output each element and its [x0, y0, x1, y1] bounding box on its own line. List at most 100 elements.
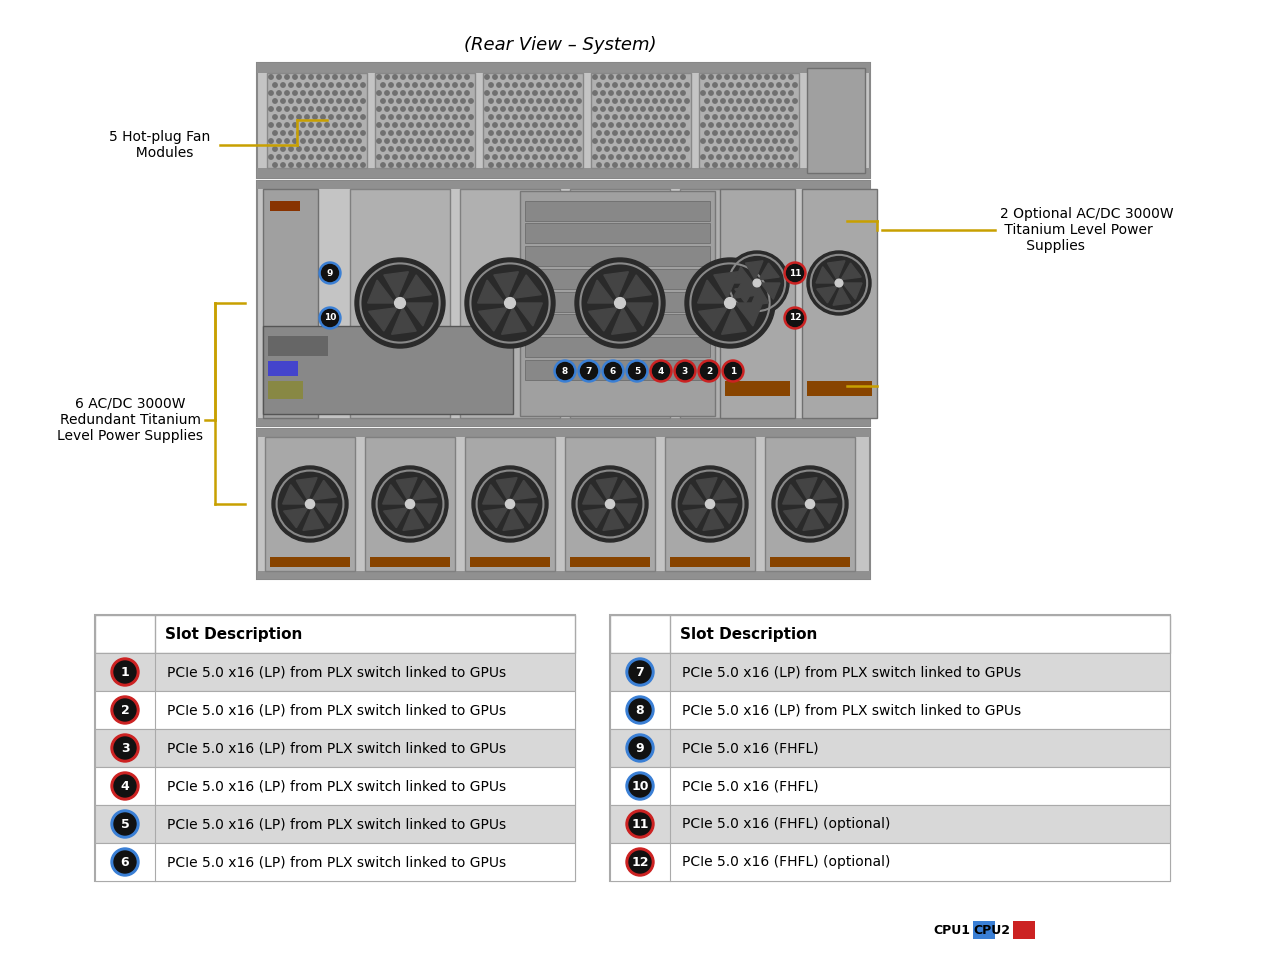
- Circle shape: [445, 163, 449, 167]
- Circle shape: [525, 75, 529, 80]
- Circle shape: [728, 83, 733, 87]
- Circle shape: [769, 163, 773, 167]
- Circle shape: [525, 107, 529, 111]
- Circle shape: [425, 155, 429, 159]
- Polygon shape: [714, 272, 739, 299]
- Circle shape: [741, 107, 745, 111]
- Polygon shape: [733, 267, 753, 283]
- Circle shape: [293, 75, 297, 80]
- Circle shape: [529, 131, 534, 135]
- Circle shape: [628, 83, 634, 87]
- Circle shape: [609, 155, 613, 159]
- Circle shape: [677, 131, 681, 135]
- Bar: [611, 653, 1170, 691]
- Circle shape: [389, 115, 393, 119]
- Circle shape: [397, 131, 401, 135]
- Bar: [265, 437, 355, 571]
- Circle shape: [773, 75, 777, 80]
- Circle shape: [557, 155, 561, 159]
- Circle shape: [632, 107, 637, 111]
- Circle shape: [773, 139, 777, 143]
- Circle shape: [449, 139, 453, 143]
- Circle shape: [397, 115, 401, 119]
- Circle shape: [605, 499, 614, 509]
- Circle shape: [756, 75, 762, 80]
- Bar: [591, 73, 691, 168]
- Circle shape: [732, 155, 737, 159]
- Circle shape: [337, 163, 342, 167]
- Circle shape: [675, 360, 696, 382]
- Circle shape: [564, 107, 570, 111]
- Circle shape: [713, 131, 717, 135]
- Circle shape: [626, 360, 648, 382]
- Circle shape: [361, 115, 365, 119]
- Circle shape: [461, 163, 465, 167]
- Circle shape: [769, 147, 773, 152]
- Bar: [262, 326, 513, 414]
- Circle shape: [540, 139, 545, 143]
- Polygon shape: [283, 485, 306, 504]
- Circle shape: [293, 107, 297, 111]
- Circle shape: [713, 147, 717, 152]
- Circle shape: [621, 99, 625, 104]
- Circle shape: [509, 155, 513, 159]
- Circle shape: [440, 139, 445, 143]
- Bar: [806, 381, 872, 396]
- Circle shape: [641, 75, 645, 80]
- Bar: [268, 381, 303, 399]
- Circle shape: [321, 163, 325, 167]
- Circle shape: [521, 115, 525, 119]
- Circle shape: [617, 75, 621, 80]
- Circle shape: [517, 91, 521, 95]
- Circle shape: [760, 83, 765, 87]
- Circle shape: [705, 147, 709, 152]
- Circle shape: [348, 107, 353, 111]
- Polygon shape: [515, 504, 538, 523]
- Circle shape: [485, 155, 489, 159]
- Circle shape: [673, 91, 677, 95]
- Circle shape: [269, 91, 273, 95]
- Polygon shape: [827, 261, 845, 279]
- Polygon shape: [477, 280, 504, 303]
- Circle shape: [614, 298, 626, 308]
- Bar: [365, 437, 454, 571]
- Circle shape: [660, 99, 666, 104]
- Circle shape: [337, 83, 342, 87]
- Text: 3: 3: [682, 367, 689, 375]
- Circle shape: [765, 91, 769, 95]
- Circle shape: [701, 75, 705, 80]
- Circle shape: [540, 107, 545, 111]
- Polygon shape: [759, 263, 780, 279]
- Circle shape: [440, 75, 445, 80]
- Circle shape: [333, 139, 337, 143]
- Circle shape: [321, 147, 325, 152]
- Circle shape: [540, 75, 545, 80]
- Circle shape: [637, 99, 641, 104]
- Circle shape: [621, 147, 625, 152]
- Circle shape: [289, 147, 293, 152]
- Circle shape: [376, 123, 381, 128]
- Circle shape: [425, 75, 429, 80]
- Circle shape: [788, 139, 794, 143]
- Circle shape: [465, 155, 470, 159]
- Circle shape: [457, 107, 461, 111]
- Bar: [349, 189, 451, 418]
- Text: 9: 9: [326, 269, 333, 277]
- Circle shape: [677, 163, 681, 167]
- Circle shape: [650, 360, 672, 382]
- Circle shape: [577, 147, 581, 152]
- Circle shape: [728, 99, 733, 104]
- Circle shape: [721, 99, 726, 104]
- Circle shape: [561, 147, 566, 152]
- Circle shape: [276, 75, 282, 80]
- Circle shape: [753, 163, 758, 167]
- Circle shape: [653, 131, 657, 135]
- Circle shape: [376, 91, 381, 95]
- Circle shape: [285, 155, 289, 159]
- Circle shape: [785, 83, 790, 87]
- Circle shape: [285, 107, 289, 111]
- Circle shape: [536, 131, 541, 135]
- Circle shape: [593, 75, 598, 80]
- Circle shape: [545, 163, 549, 167]
- Circle shape: [701, 123, 705, 128]
